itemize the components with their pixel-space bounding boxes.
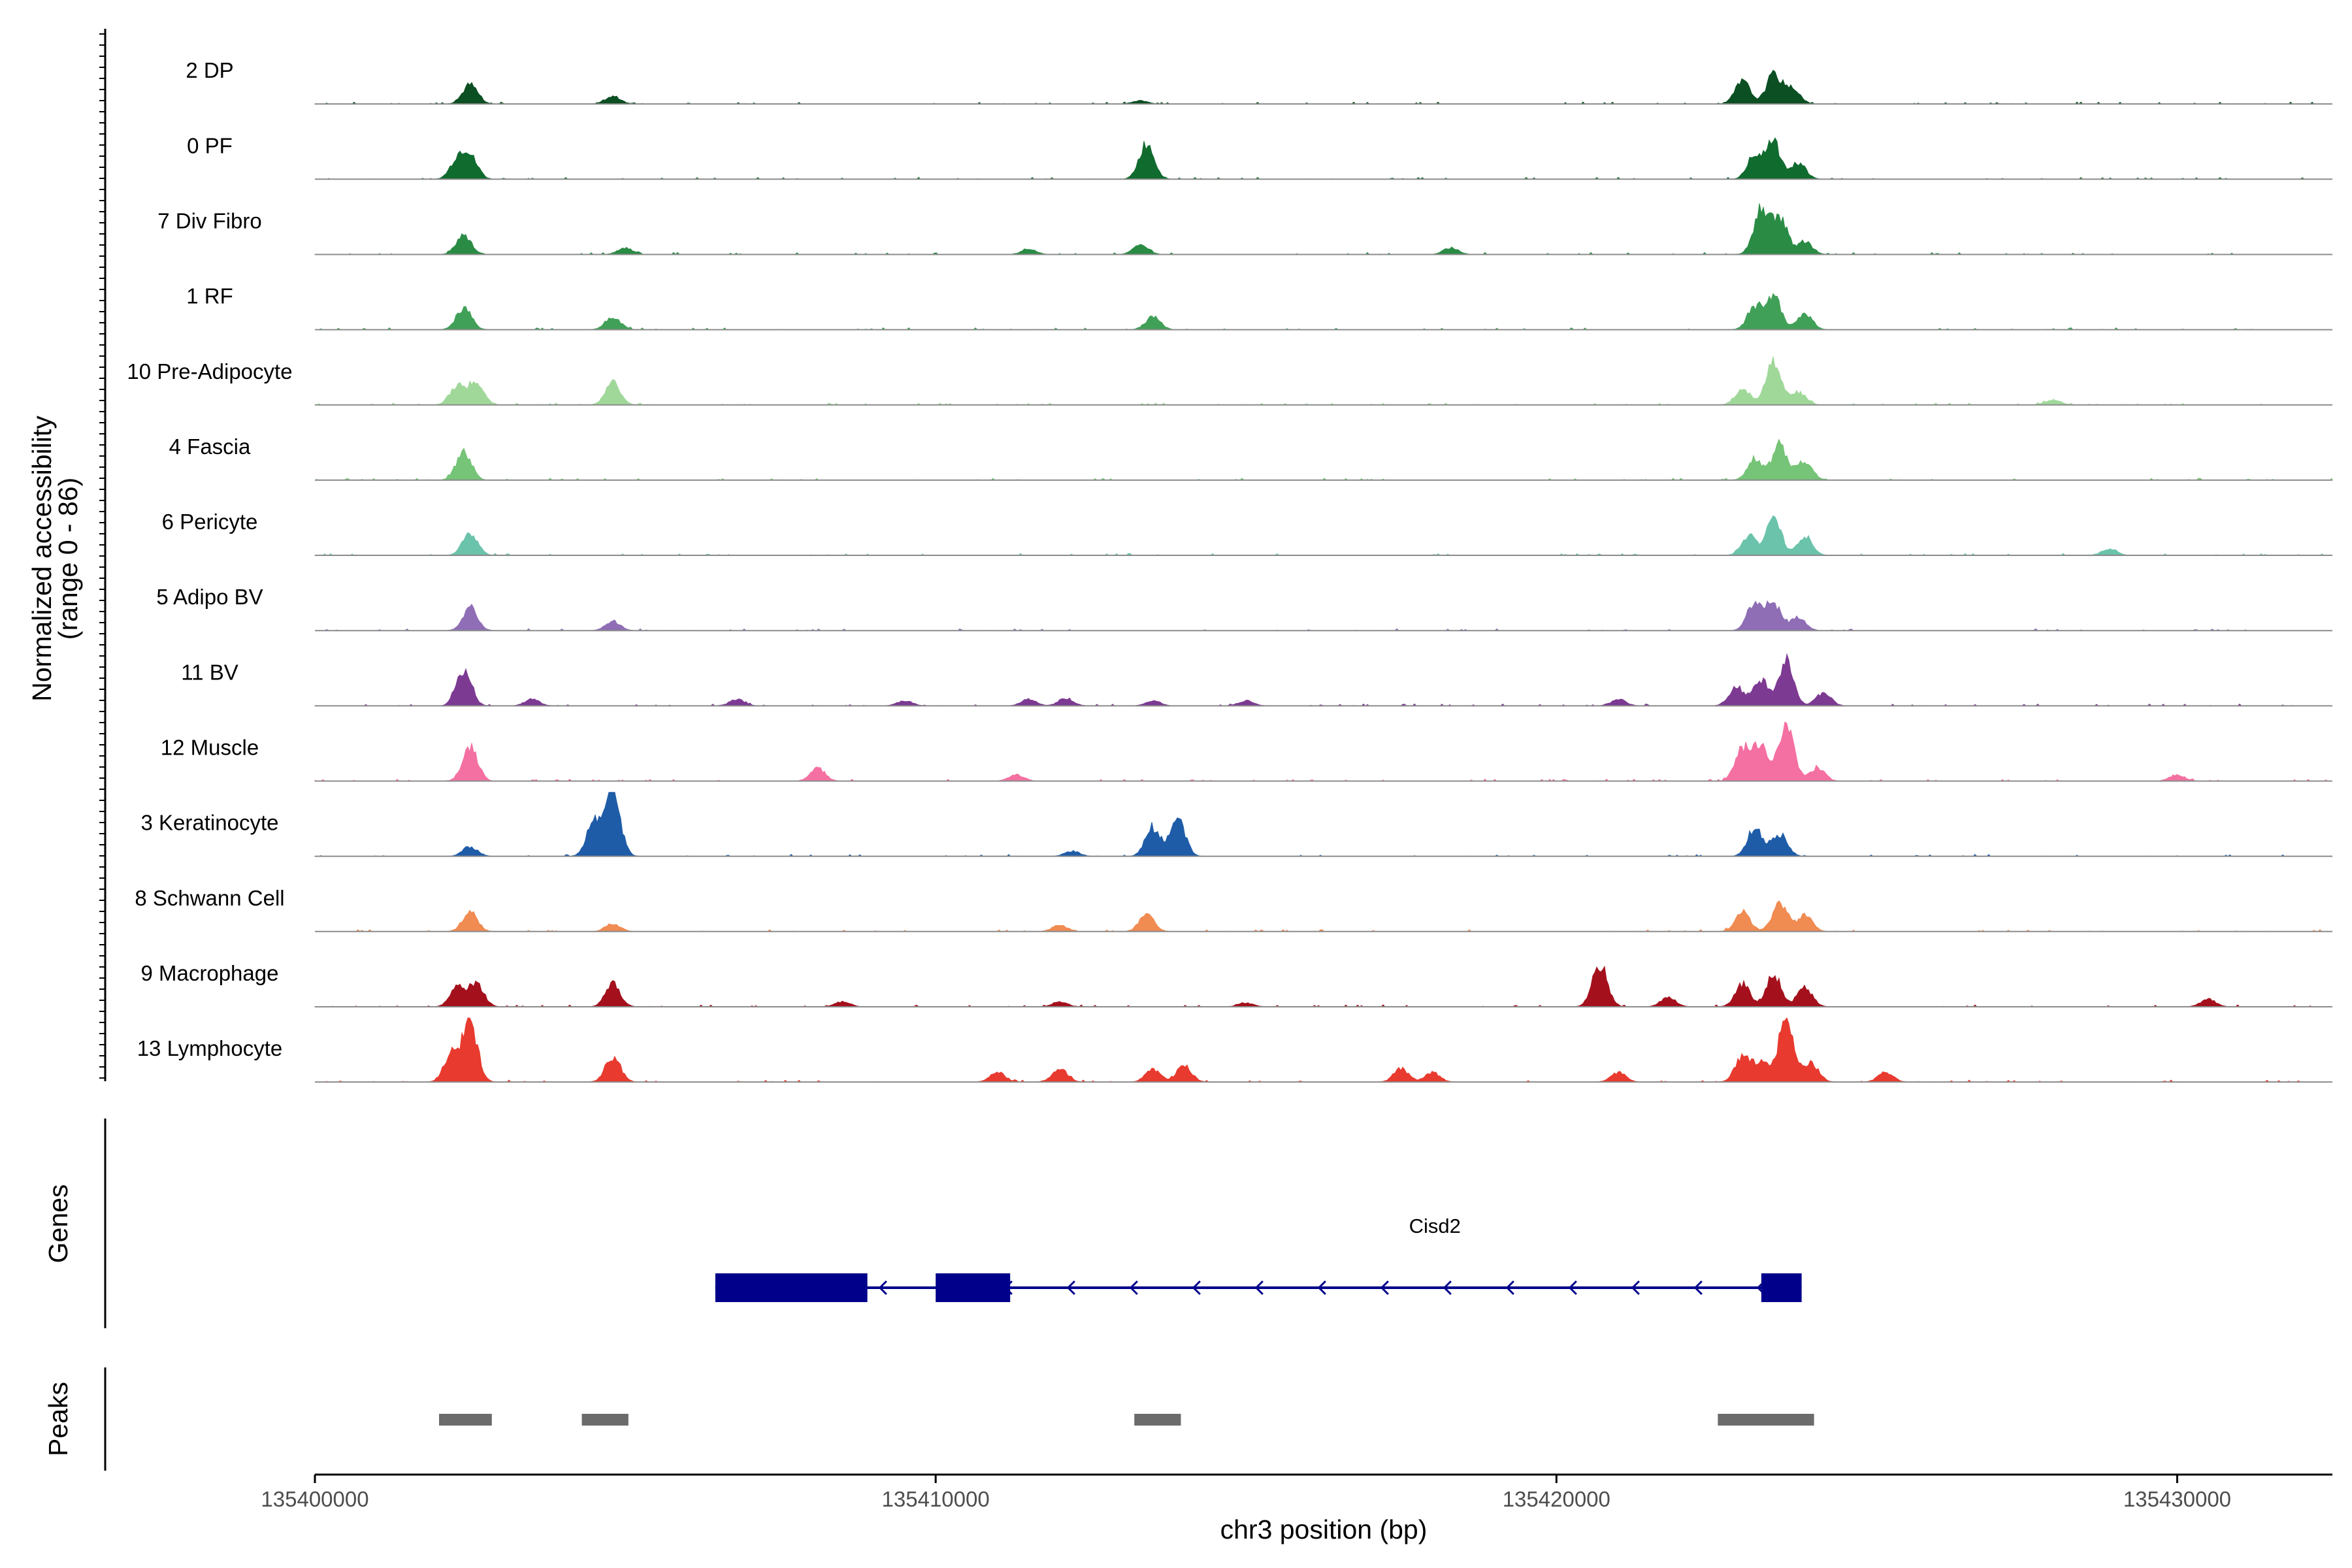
strand-arrow [1631, 1280, 1640, 1296]
gene-exon [936, 1273, 1011, 1302]
peaks-panel-label: Peaks [43, 1382, 73, 1456]
track-2: 0 PF [187, 133, 2332, 180]
y-axis-title-line1: Normalized accessibility [27, 416, 57, 702]
track-label: 4 Fascia [169, 434, 251, 459]
coverage-area [314, 438, 2333, 481]
track-4: 1 RF [186, 284, 2332, 331]
x-tick-label: 135400000 [261, 1487, 368, 1511]
track-6: 4 Fascia [169, 434, 2333, 481]
peak-region [1134, 1414, 1181, 1426]
coverage-area [314, 721, 2332, 782]
track-3: 7 Div Fibro [157, 203, 2333, 255]
track-5: 10 Pre-Adipocyte [127, 356, 2333, 406]
gene-exon [715, 1273, 868, 1302]
strand-arrow [1254, 1280, 1264, 1296]
coverage-y-axis-title: Normalized accessibility (range 0 - 86) [27, 416, 83, 702]
track-14: 13 Lymphocyte [137, 1017, 2332, 1083]
coverage-area [315, 137, 2332, 180]
strand-arrow [878, 1280, 887, 1296]
track-label: 11 BV [181, 660, 238, 684]
x-tick-label: 135410000 [882, 1487, 990, 1511]
peak-region [1718, 1414, 1814, 1426]
coverage-area [315, 1017, 2332, 1083]
track-7: 6 Pericyte [162, 510, 2333, 557]
coverage-area [314, 515, 2333, 556]
track-label: 1 RF [186, 284, 233, 308]
track-9: 11 BV [181, 653, 2333, 707]
coverage-area [314, 203, 2333, 255]
track-label: 2 DP [186, 58, 233, 82]
track-label: 6 Pericyte [162, 510, 258, 534]
track-label: 7 Div Fibro [157, 208, 262, 233]
x-tick-label: 135420000 [1503, 1487, 1610, 1511]
track-label: 13 Lymphocyte [137, 1036, 283, 1060]
track-13: 9 Macrophage [141, 961, 2333, 1007]
track-10: 12 Muscle [161, 721, 2332, 782]
coverage-area [315, 900, 2332, 932]
strand-arrow [1693, 1280, 1703, 1296]
track-8: 5 Adipo BV [156, 585, 2332, 632]
track-label: 10 Pre-Adipocyte [127, 359, 292, 384]
track-label: 9 Macrophage [141, 961, 279, 985]
track-label: 12 Muscle [161, 736, 259, 760]
track-label: 8 Schwann Cell [135, 886, 284, 910]
coverage-area [314, 792, 2333, 857]
track-12: 8 Schwann Cell [135, 886, 2332, 932]
strand-arrow [1443, 1280, 1452, 1296]
strand-arrow [1317, 1280, 1326, 1296]
coverage-area [315, 600, 2332, 631]
coverage-area [314, 653, 2333, 707]
track-label: 3 Keratinocyte [141, 811, 279, 835]
strand-arrow [1066, 1280, 1075, 1296]
coverage-area [314, 356, 2333, 406]
strand-arrow [1505, 1280, 1514, 1296]
strand-arrow [1380, 1280, 1389, 1296]
coverage-tracks: 2 DP 0 PF 7 Div Fibro 1 RF 10 Pre-Adipocyte 4… [127, 58, 2333, 1083]
peak-region [581, 1414, 629, 1426]
strand-arrow [1568, 1280, 1577, 1296]
peak-region [439, 1414, 492, 1426]
track-11: 3 Keratinocyte [141, 792, 2333, 857]
x-axis-title: chr3 position (bp) [1220, 1514, 1428, 1544]
track-1: 2 DP [186, 58, 2333, 105]
coverage-y-axis-ticks [99, 33, 105, 1079]
track-label: 0 PF [187, 133, 233, 157]
x-axis: 135400000 135410000 135420000 135430000 [261, 1475, 2231, 1511]
x-tick-label: 135430000 [2123, 1487, 2231, 1511]
coverage-area [314, 966, 2333, 1007]
gene-model [715, 1273, 1802, 1302]
track-label: 5 Adipo BV [156, 585, 263, 609]
y-axis-title-line2: (range 0 - 86) [53, 478, 83, 640]
strand-arrow [1192, 1280, 1201, 1296]
gene-exon [1761, 1273, 1802, 1302]
peak-regions [439, 1414, 1814, 1426]
coverage-area [314, 69, 2333, 105]
gene-name-label: Cisd2 [1409, 1215, 1461, 1237]
strand-arrow [1129, 1280, 1138, 1296]
genes-panel-label: Genes [43, 1184, 73, 1264]
coverage-area [315, 293, 2332, 331]
